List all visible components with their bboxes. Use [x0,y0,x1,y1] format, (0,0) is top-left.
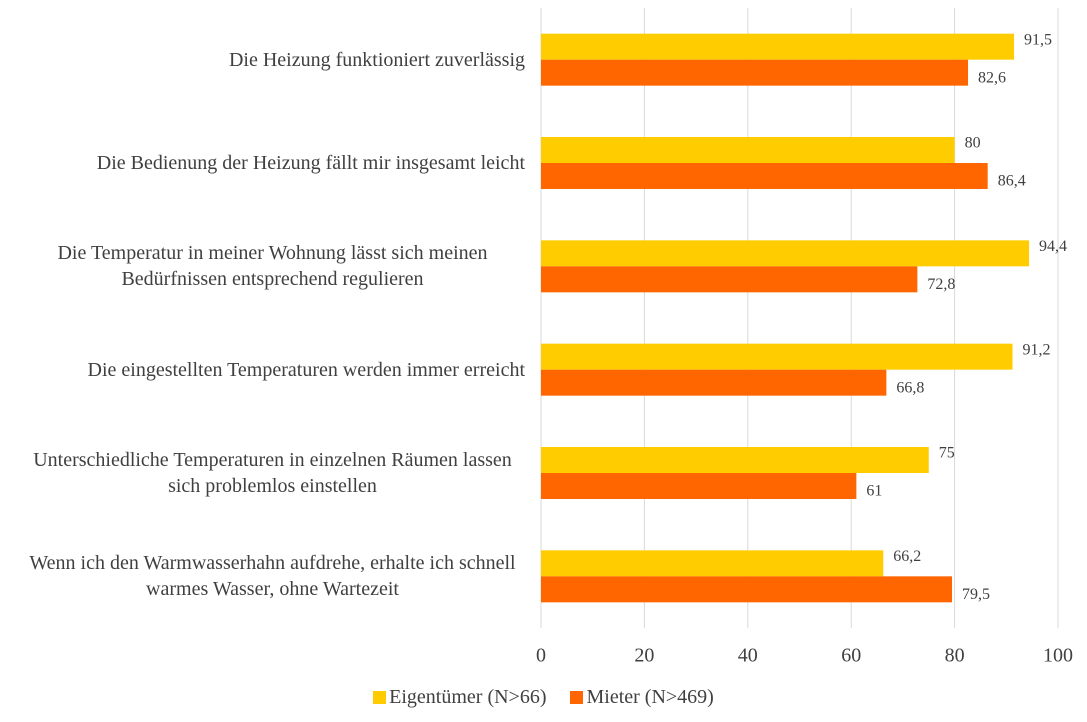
bar [541,33,1015,60]
bar [541,447,929,473]
bar [541,343,1013,370]
x-tick-label: 0 [536,645,546,667]
legend-item: Mieter (N>469) [570,686,714,709]
category-label: Die Heizung funktioniert zuverlässig [228,48,525,71]
bar [541,59,969,86]
bar [541,576,953,603]
legend-swatch [373,691,387,704]
data-label: 80 [965,135,981,152]
data-label: 86,4 [998,173,1026,190]
bar [541,137,955,163]
category-label: Die Bedienung der Heizung fällt mir insg… [96,152,525,174]
category-label: Die Temperatur in meiner Wohnung lässt s… [57,242,488,291]
data-label: 79,5 [962,586,990,603]
data-label: 82,6 [978,69,1006,86]
bar [541,369,887,396]
bar [541,163,988,189]
data-label: 91,5 [1024,31,1052,48]
data-label: 66,8 [896,379,924,396]
x-tick-label: 20 [634,645,654,667]
data-label: 91,2 [1023,341,1051,358]
data-label: 72,8 [927,276,955,293]
category-label: Unterschiedliche Temperaturen in einzeln… [33,449,512,497]
legend-item: Eigentümer (N>66) [373,686,546,709]
bar [541,266,918,293]
bar [541,550,884,577]
category-label: Die eingestellten Temperaturen werden im… [87,358,525,381]
legend-label: Mieter (N>469) [586,686,714,708]
data-label: 75 [939,445,955,462]
x-tick-label: 100 [1043,645,1073,667]
data-label: 94,4 [1039,238,1067,255]
bar [541,240,1030,267]
data-label: 61 [866,483,882,500]
category-label: Wenn ich den Warmwasserhahn aufdrehe, er… [29,552,516,601]
bar [541,473,857,499]
legend-label: Eigentümer (N>66) [389,686,547,708]
legend-swatch [570,691,584,704]
x-tick-label: 60 [841,645,861,667]
legend: Eigentümer (N>66) Mieter (N>469) [0,686,1087,709]
x-tick-label: 40 [738,645,758,667]
x-tick-label: 80 [945,645,965,667]
data-label: 66,2 [893,548,921,565]
